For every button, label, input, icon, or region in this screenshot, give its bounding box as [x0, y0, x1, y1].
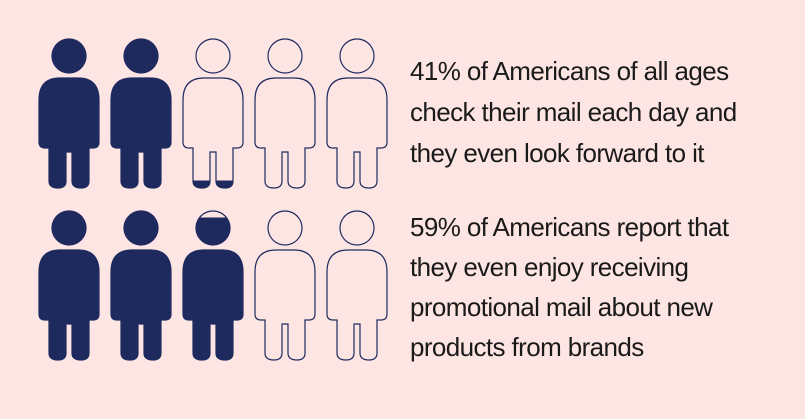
statement-line: products from brands	[410, 332, 644, 362]
icon-fill	[255, 39, 315, 188]
icon-fill	[327, 39, 387, 188]
icon-outline	[326, 38, 388, 189]
icon-fill	[255, 211, 315, 360]
icon-fill	[39, 211, 99, 360]
icon-outline	[254, 210, 316, 361]
icon-fill	[183, 217, 243, 360]
icon-outline	[182, 38, 244, 189]
icon-fill	[193, 180, 233, 188]
icon-fill	[39, 39, 99, 188]
statement-line: 59% of Americans report that	[410, 212, 730, 242]
statement-line: they even look forward to it	[410, 138, 705, 168]
statement-line: 41% of Americans of all ages	[410, 56, 729, 86]
statement-line: they even enjoy receiving	[410, 252, 688, 282]
statement-line: promotional mail about new	[410, 292, 713, 322]
icon-fill	[327, 211, 387, 360]
icon-outline	[254, 38, 316, 189]
statement-line: check their mail each day and	[410, 97, 737, 127]
icon-outline	[326, 210, 388, 361]
icon-fill	[111, 211, 171, 360]
icon-fill	[111, 39, 171, 188]
